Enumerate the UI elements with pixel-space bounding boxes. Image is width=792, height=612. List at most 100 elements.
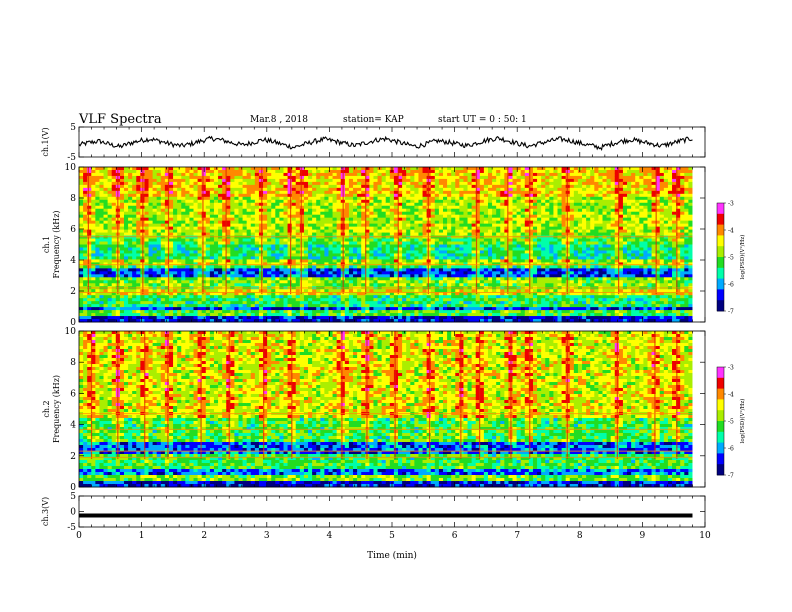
spectrogram-cell xyxy=(361,277,366,281)
spectrogram-cell xyxy=(406,178,411,183)
spectrogram-cell xyxy=(320,205,325,210)
spectrogram-cell xyxy=(271,316,276,320)
spectrogram-cell xyxy=(353,241,358,245)
spectrogram-cell xyxy=(283,202,288,207)
spectrogram-cell xyxy=(361,187,366,192)
spectrogram-cell xyxy=(295,274,301,278)
spectrogram-cell xyxy=(156,268,162,272)
spectrogram-cell xyxy=(447,211,452,216)
spectrogram-cell xyxy=(213,178,219,183)
spectrogram-cell xyxy=(148,169,154,174)
spectrogram-cell xyxy=(279,289,284,293)
spectrogram-cell xyxy=(271,313,276,317)
spectrogram-cell xyxy=(119,232,125,236)
spectrogram-cell xyxy=(148,289,154,293)
spectrogram-cell xyxy=(242,196,248,201)
spectrogram-cell xyxy=(193,175,199,180)
spectrogram-cell xyxy=(344,199,350,204)
spectrogram-cell xyxy=(361,193,366,198)
spectrogram-cell xyxy=(316,184,321,189)
spectrogram-cell xyxy=(226,217,231,222)
spectrogram-cell xyxy=(451,280,456,284)
spectrogram-cell xyxy=(83,220,88,225)
spectrogram-cell xyxy=(328,232,333,236)
spectrogram-cell xyxy=(299,292,305,296)
spectrogram-cell xyxy=(348,247,354,251)
spectrogram-cell xyxy=(430,292,436,296)
spectrogram-cell xyxy=(283,277,288,281)
spectrogram-cell xyxy=(197,241,203,245)
spectrogram-cell xyxy=(434,307,440,311)
spectrogram-cell xyxy=(144,298,149,302)
spectrogram-cell xyxy=(107,226,113,230)
spectrogram-cell xyxy=(373,205,378,210)
spectrogram-cell xyxy=(369,217,374,222)
spectrogram-cell xyxy=(303,205,309,210)
spectrogram-cell xyxy=(279,271,284,275)
spectrogram-cell xyxy=(201,220,207,225)
spectrogram-cell xyxy=(369,214,374,219)
spectrogram-cell xyxy=(336,256,342,260)
spectrogram-cell xyxy=(393,274,399,278)
spectrogram-cell xyxy=(373,310,378,314)
spectrogram-cell xyxy=(398,244,403,248)
spectrogram-cell xyxy=(136,208,141,213)
spectrogram-cell xyxy=(291,295,297,299)
spectrogram-cell xyxy=(209,190,215,195)
spectrogram-cell xyxy=(258,310,264,314)
spectrogram-cell xyxy=(410,205,415,210)
spectrogram-cell xyxy=(328,253,333,257)
spectrogram-cell xyxy=(308,169,313,174)
spectrogram-cell xyxy=(267,313,272,317)
spectrogram-cell xyxy=(267,292,272,296)
spectrogram-cell xyxy=(209,220,215,225)
spectrogram-cell xyxy=(353,265,358,269)
spectrogram-cell xyxy=(115,316,121,320)
spectrogram-cell xyxy=(218,268,223,272)
spectrogram-cell xyxy=(156,253,162,257)
spectrogram-cell xyxy=(398,211,403,216)
spectrogram-cell xyxy=(99,190,104,195)
spectrogram-cell xyxy=(443,319,448,323)
spectrogram-cell xyxy=(132,184,137,189)
spectrogram-cell xyxy=(393,319,399,323)
spectrogram-cell xyxy=(344,187,350,192)
spectrogram-cell xyxy=(447,316,452,320)
spectrogram-cell xyxy=(213,208,219,213)
spectrogram-cell xyxy=(344,268,350,272)
spectrogram-cell xyxy=(263,172,268,177)
spectrogram-cell xyxy=(361,250,366,254)
spectrogram-cell xyxy=(410,316,415,320)
spectrogram-cell xyxy=(312,238,317,242)
spectrogram-cell xyxy=(128,187,133,192)
spectrogram-cell xyxy=(291,280,297,284)
spectrogram-cell xyxy=(128,319,133,323)
spectrogram-cell xyxy=(459,289,464,293)
spectrogram-cell xyxy=(418,277,423,281)
spectrogram-cell xyxy=(418,274,423,278)
spectrogram-cell xyxy=(164,268,170,272)
spectrogram-cell xyxy=(410,181,415,186)
spectrogram-cell xyxy=(410,214,415,219)
spectrogram-cell xyxy=(234,250,239,254)
spectrogram-cell xyxy=(185,319,190,323)
spectrogram-cell xyxy=(91,304,96,308)
spectrogram-cell xyxy=(193,295,199,299)
spectrogram-cell xyxy=(443,226,448,230)
spectrogram-cell xyxy=(156,205,162,210)
spectrogram-cell xyxy=(230,208,235,213)
spectrogram-cell xyxy=(283,217,288,222)
spectrogram-cell xyxy=(455,292,460,296)
spectrogram-cell xyxy=(381,250,387,254)
spectrogram-cell xyxy=(87,202,92,207)
spectrogram-cell xyxy=(83,181,88,186)
spectrogram-cell xyxy=(373,277,378,281)
spectrogram-cell xyxy=(83,175,88,180)
spectrogram-cell xyxy=(291,175,297,180)
spectrogram-cell xyxy=(173,244,178,248)
spectrogram-cell xyxy=(111,184,117,189)
spectrogram-cell xyxy=(283,175,288,180)
spectrogram-cell xyxy=(230,316,235,320)
spectrogram-cell xyxy=(324,208,329,213)
spectrogram-cell xyxy=(430,229,436,233)
